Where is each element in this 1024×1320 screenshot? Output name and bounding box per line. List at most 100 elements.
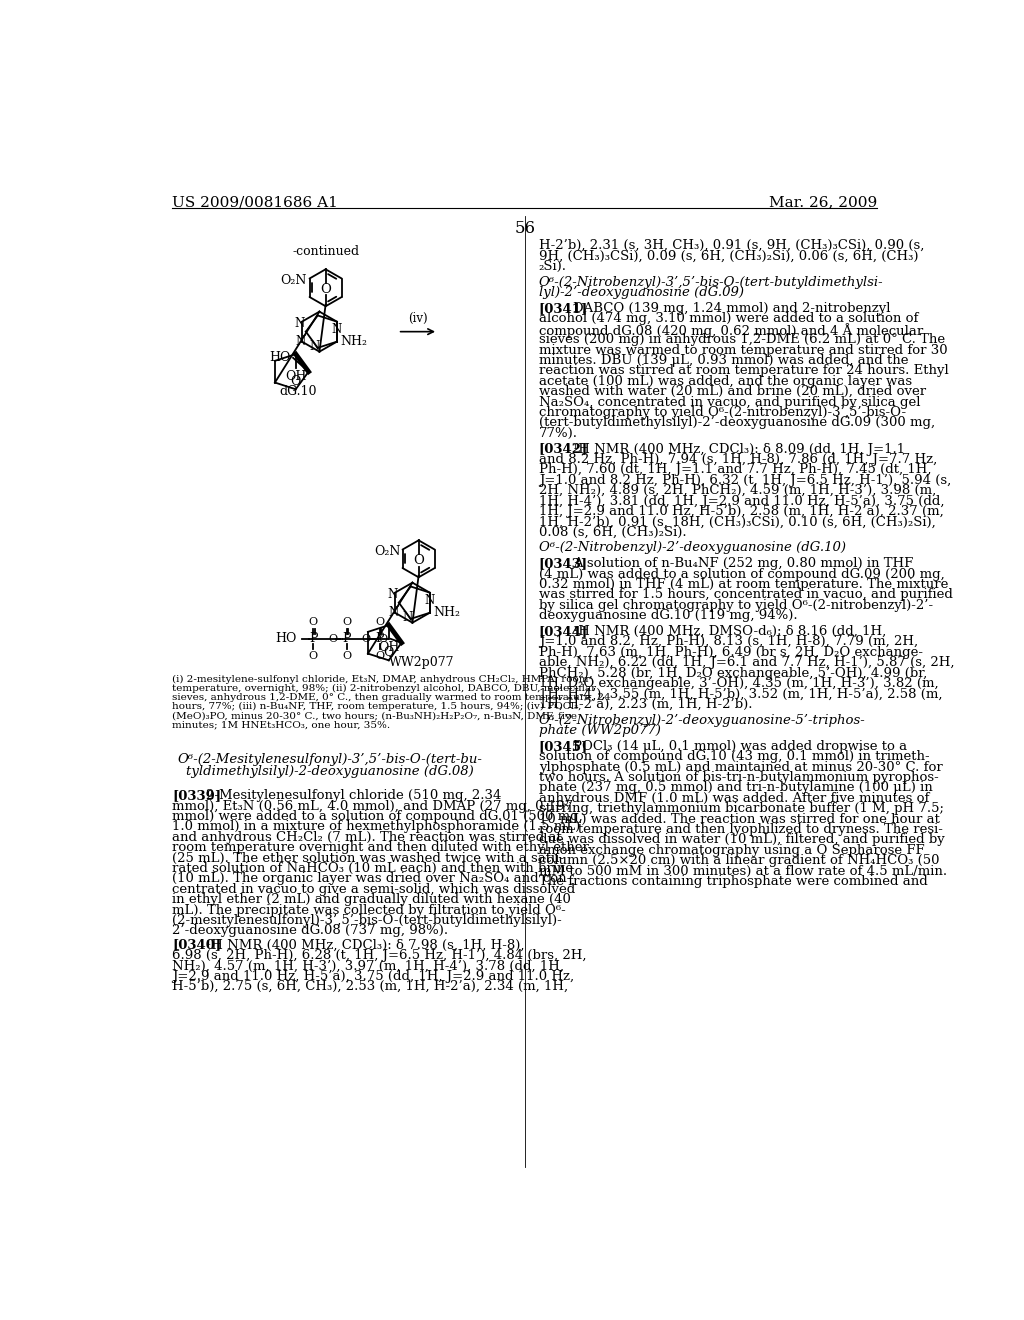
Text: OH: OH bbox=[285, 370, 306, 383]
Text: J=2.9 and 11.0 Hz, H-5’a), 3.75 (dd, 1H, J=2.9 and 11.0 Hz,: J=2.9 and 11.0 Hz, H-5’a), 3.75 (dd, 1H,… bbox=[172, 970, 574, 982]
Text: O⁶-(2-Nitrobenzyl)-3’,5’-bis-O-(tert-butyldimethylsi-: O⁶-(2-Nitrobenzyl)-3’,5’-bis-O-(tert-but… bbox=[539, 276, 884, 289]
Text: H-5’b), 2.75 (s, 6H, CH₃), 2.53 (m, 1H, H-2’a), 2.34 (m, 1H,: H-5’b), 2.75 (s, 6H, CH₃), 2.53 (m, 1H, … bbox=[172, 981, 568, 993]
Text: NH₂: NH₂ bbox=[341, 335, 368, 348]
Text: room temperature overnight and then diluted with ethyl ether: room temperature overnight and then dilu… bbox=[172, 841, 589, 854]
Text: sieves (200 mg) in anhydrous 1,2-DME (6.2 mL) at 0° C. The: sieves (200 mg) in anhydrous 1,2-DME (6.… bbox=[539, 333, 945, 346]
Text: reaction was stirred at room temperature for 24 hours. Ethyl: reaction was stirred at room temperature… bbox=[539, 364, 948, 378]
Text: 1H, D₂O exchangeable, 3’-OH), 4.35 (m, 1H, H-3’), 3.82 (m,: 1H, D₂O exchangeable, 3’-OH), 4.35 (m, 1… bbox=[539, 677, 938, 690]
Text: O: O bbox=[308, 616, 317, 627]
Text: O: O bbox=[379, 634, 388, 644]
Text: stirring, triethylammonium bicarbonate buffer (1 M, pH 7.5;: stirring, triethylammonium bicarbonate b… bbox=[539, 803, 944, 816]
Text: N: N bbox=[402, 611, 413, 624]
Text: Mar. 26, 2009: Mar. 26, 2009 bbox=[769, 195, 878, 210]
Text: tyldimethylsilyl)-2-deoxyguanosine (dG.08): tyldimethylsilyl)-2-deoxyguanosine (dG.0… bbox=[185, 766, 473, 779]
Text: due was dissolved in water (10 mL), filtered, and purified by: due was dissolved in water (10 mL), filt… bbox=[539, 833, 944, 846]
Text: hours, 77%; (iii) n-Bu₄NF, THF, room temperature, 1.5 hours, 94%; (iv) POCl₃,: hours, 77%; (iii) n-Bu₄NF, THF, room tem… bbox=[172, 702, 582, 711]
Text: WW2p077: WW2p077 bbox=[389, 656, 455, 669]
Text: (i) 2-mesitylene-sulfonyl chloride, Et₃N, DMAP, anhydrous CH₂Cl₂, HMPA, room: (i) 2-mesitylene-sulfonyl chloride, Et₃N… bbox=[172, 675, 589, 684]
Text: 1.0 mmol) in a mixture of hexmethylphosphoramide (1.5 mL): 1.0 mmol) in a mixture of hexmethylphosp… bbox=[172, 820, 581, 833]
Text: J=1.0 and 8.2, Hz, Ph-H), 8.13 (s, 1H, H-8), 7.79 (m, 2H,: J=1.0 and 8.2, Hz, Ph-H), 8.13 (s, 1H, H… bbox=[539, 635, 918, 648]
Text: Ph-H), 7.60 (dt, 1H, J=1.1 and 7.7 Hz, Ph-H), 7.45 (dt, 1H,: Ph-H), 7.60 (dt, 1H, J=1.1 and 7.7 Hz, P… bbox=[539, 463, 931, 477]
Text: 0.08 (s, 6H, (CH₃)₂Si).: 0.08 (s, 6H, (CH₃)₂Si). bbox=[539, 525, 686, 539]
Text: temperature, overnight, 98%; (ii) 2-nitrobenzyl alcohol, DABCO, DBU, molecular: temperature, overnight, 98%; (ii) 2-nitr… bbox=[172, 684, 596, 693]
Text: centrated in vacuo to give a semi-solid, which was dissolved: centrated in vacuo to give a semi-solid,… bbox=[172, 883, 575, 896]
Text: chromatography to yield O⁶-(2-nitrobenzyl)-3’,5’-bis-O-: chromatography to yield O⁶-(2-nitrobenzy… bbox=[539, 407, 906, 418]
Text: mmol) were added to a solution of compound dG.01 (500 mg,: mmol) were added to a solution of compou… bbox=[172, 810, 583, 822]
Text: anhydrous DMF (1.0 mL) was added. After five minutes of: anhydrous DMF (1.0 mL) was added. After … bbox=[539, 792, 929, 805]
Text: [0344]: [0344] bbox=[539, 626, 588, 638]
Text: 2’-deoxyguanosine dG.08 (737 mg, 98%).: 2’-deoxyguanosine dG.08 (737 mg, 98%). bbox=[172, 924, 449, 937]
Text: O: O bbox=[321, 282, 331, 296]
Text: N: N bbox=[295, 317, 305, 330]
Text: 1H, H-2’a), 2.23 (m, 1H, H-2’b).: 1H, H-2’a), 2.23 (m, 1H, H-2’b). bbox=[539, 698, 753, 710]
Text: and anhydrous CH₂Cl₂ (7 mL). The reaction was stirred at: and anhydrous CH₂Cl₂ (7 mL). The reactio… bbox=[172, 830, 562, 843]
Text: ¹H NMR (400 MHz, DMSO-d₆): δ 8.16 (dd, 1H,: ¹H NMR (400 MHz, DMSO-d₆): δ 8.16 (dd, 1… bbox=[572, 626, 886, 638]
Text: [0339]: [0339] bbox=[172, 789, 221, 803]
Text: [0343]: [0343] bbox=[539, 557, 588, 570]
Text: -continued: -continued bbox=[292, 244, 359, 257]
Text: dG.10: dG.10 bbox=[279, 385, 316, 397]
Text: compound dG.08 (420 mg, 0.62 mmol) and 4 Å molecular: compound dG.08 (420 mg, 0.62 mmol) and 4… bbox=[539, 323, 923, 338]
Text: 1H, H-4’), 3.81 (dd, 1H, J=2.9 and 11.0 Hz, H-5’a), 3.75 (dd,: 1H, H-4’), 3.81 (dd, 1H, J=2.9 and 11.0 … bbox=[539, 495, 944, 507]
Text: column (2.5×20 cm) with a linear gradient of NH₄HCO₃ (50: column (2.5×20 cm) with a linear gradien… bbox=[539, 854, 939, 867]
Text: P: P bbox=[376, 632, 384, 645]
Text: N: N bbox=[425, 594, 435, 607]
Text: in ethyl ether (2 mL) and gradually diluted with hexane (40: in ethyl ether (2 mL) and gradually dilu… bbox=[172, 894, 571, 906]
Text: 9H, (CH₃)₃CSi), 0.09 (s, 6H, (CH₃)₂Si), 0.06 (s, 6H, (CH₃): 9H, (CH₃)₃CSi), 0.09 (s, 6H, (CH₃)₂Si), … bbox=[539, 249, 919, 263]
Text: (4 mL) was added to a solution of compound dG.09 (200 mg,: (4 mL) was added to a solution of compou… bbox=[539, 568, 944, 581]
Text: minutes; 1M HNEt₃HCO₃, one hour, 35%.: minutes; 1M HNEt₃HCO₃, one hour, 35%. bbox=[172, 721, 390, 730]
Text: mL). The precipitate was collected by filtration to yield O⁶-: mL). The precipitate was collected by fi… bbox=[172, 903, 566, 916]
Text: rated solution of NaHCO₃ (10 mL each) and then with brine: rated solution of NaHCO₃ (10 mL each) an… bbox=[172, 862, 573, 875]
Text: US 2009/0081686 A1: US 2009/0081686 A1 bbox=[172, 195, 338, 210]
Text: [0340]: [0340] bbox=[172, 939, 221, 952]
Text: deoxyguanosine dG.10 (119 mg, 94%).: deoxyguanosine dG.10 (119 mg, 94%). bbox=[539, 610, 798, 622]
Text: 10 mL) was added. The reaction was stirred for one hour at: 10 mL) was added. The reaction was stirr… bbox=[539, 813, 940, 825]
Text: 56: 56 bbox=[514, 220, 536, 238]
Text: 1H, H-2’b), 0.91 (s, 18H, (CH₃)₃CSi), 0.10 (s, 6H, (CH₃)₂Si),: 1H, H-2’b), 0.91 (s, 18H, (CH₃)₃CSi), 0.… bbox=[539, 515, 936, 528]
Text: 77%).: 77%). bbox=[539, 426, 578, 440]
Text: 1H, H-4’), 3.55 (m, 1H, H-5’b), 3.52 (m, 1H, H-5’a), 2.58 (m,: 1H, H-4’), 3.55 (m, 1H, H-5’b), 3.52 (m,… bbox=[539, 688, 942, 701]
Text: 2H, NH₂), 4.89 (s, 2H, PhCH₂), 4.59 (m, 1H, H-3’), 3.98 (m,: 2H, NH₂), 4.89 (s, 2H, PhCH₂), 4.59 (m, … bbox=[539, 484, 936, 498]
Text: O⁶-(2-Mesitylenesulfonyl)-3’,5’-bis-O-(tert-bu-: O⁶-(2-Mesitylenesulfonyl)-3’,5’-bis-O-(t… bbox=[177, 752, 482, 766]
Text: [0342]: [0342] bbox=[539, 442, 588, 455]
Text: N: N bbox=[388, 606, 398, 619]
Text: O: O bbox=[414, 554, 424, 566]
Text: ¹H NMR (400 MHz, CDCl₃): δ 8.09 (dd, 1H, J=1.1: ¹H NMR (400 MHz, CDCl₃): δ 8.09 (dd, 1H,… bbox=[572, 442, 905, 455]
Text: and 8.2 Hz, Ph-H), 7.94 (s, 1H, H-8), 7.86 (d, 1H, J=7.7 Hz,: and 8.2 Hz, Ph-H), 7.94 (s, 1H, H-8), 7.… bbox=[539, 453, 937, 466]
Text: POCl₃ (14 μL, 0.1 mmol) was added dropwise to a: POCl₃ (14 μL, 0.1 mmol) was added dropwi… bbox=[572, 739, 907, 752]
Text: NH₂: NH₂ bbox=[434, 606, 461, 619]
Text: solution of compound dG.10 (43 mg, 0.1 mmol) in trimeth-: solution of compound dG.10 (43 mg, 0.1 m… bbox=[539, 750, 930, 763]
Text: N: N bbox=[295, 335, 305, 348]
Text: NH₂), 4.57 (m, 1H, H-3’), 3.97 (m, 1H, H-4’), 3.78 (dd, 1H,: NH₂), 4.57 (m, 1H, H-3’), 3.97 (m, 1H, H… bbox=[172, 960, 564, 973]
Text: P: P bbox=[309, 632, 317, 645]
Text: O₂N: O₂N bbox=[374, 545, 400, 557]
Text: J=1.0 and 8.2 Hz, Ph-H), 6.32 (t, 1H, J=6.5 Hz, H-1’), 5.94 (s,: J=1.0 and 8.2 Hz, Ph-H), 6.32 (t, 1H, J=… bbox=[539, 474, 951, 487]
Text: N: N bbox=[387, 587, 397, 601]
Text: O: O bbox=[361, 634, 371, 644]
Text: Na₂SO₄, concentrated in vacuo, and purified by silica gel: Na₂SO₄, concentrated in vacuo, and purif… bbox=[539, 396, 921, 409]
Text: OH: OH bbox=[378, 640, 399, 653]
Text: room temperature and then lyophilized to dryness. The resi-: room temperature and then lyophilized to… bbox=[539, 822, 943, 836]
Text: (25 mL). The ether solution was washed twice with a satu-: (25 mL). The ether solution was washed t… bbox=[172, 851, 564, 865]
Text: (tert-butyldimethylsilyl)-2’-deoxyguanosine dG.09 (300 mg,: (tert-butyldimethylsilyl)-2’-deoxyguanos… bbox=[539, 416, 935, 429]
Text: lyl)-2’-deoxyguanosine (dG.09): lyl)-2’-deoxyguanosine (dG.09) bbox=[539, 286, 743, 300]
Text: acetate (100 mL) was added, and the organic layer was: acetate (100 mL) was added, and the orga… bbox=[539, 375, 912, 388]
Text: O: O bbox=[342, 651, 351, 661]
Text: P: P bbox=[342, 632, 351, 645]
Text: was stirred for 1.5 hours, concentrated in vacuo, and purified: was stirred for 1.5 hours, concentrated … bbox=[539, 589, 952, 602]
Text: N: N bbox=[332, 323, 342, 337]
Text: O: O bbox=[376, 651, 384, 661]
Text: able, NH₂), 6.22 (dd, 1H, J=6.1 and 7.7 Hz, H-1’), 5.87 (s, 2H,: able, NH₂), 6.22 (dd, 1H, J=6.1 and 7.7 … bbox=[539, 656, 954, 669]
Text: minutes. DBU (139 μL, 0.93 mmol) was added, and the: minutes. DBU (139 μL, 0.93 mmol) was add… bbox=[539, 354, 908, 367]
Text: O⁶-(2-Nitrobenzyl)-2’-deoxyguanosine (dG.10): O⁶-(2-Nitrobenzyl)-2’-deoxyguanosine (dG… bbox=[539, 541, 846, 554]
Text: The fractions containing triphosphate were combined and: The fractions containing triphosphate we… bbox=[539, 875, 928, 888]
Text: mixture was warmed to room temperature and stirred for 30: mixture was warmed to room temperature a… bbox=[539, 343, 947, 356]
Text: 6.98 (s, 2H, Ph-H), 6.28 (t, 1H, J=6.5 Hz, H-1’), 4.84 (brs, 2H,: 6.98 (s, 2H, Ph-H), 6.28 (t, 1H, J=6.5 H… bbox=[172, 949, 587, 962]
Text: alcohol (474 mg, 3.10 mmol) were added to a solution of: alcohol (474 mg, 3.10 mmol) were added t… bbox=[539, 313, 919, 326]
Text: (iv): (iv) bbox=[408, 312, 428, 325]
Text: PhCH₂), 5.28 (br, 1H, D₂O exchangeable, 5’-OH), 4.99 (br,: PhCH₂), 5.28 (br, 1H, D₂O exchangeable, … bbox=[539, 667, 927, 680]
Text: O: O bbox=[376, 616, 384, 627]
Text: (MeO)₃PO, minus 20-30° C., two hours; (n-Bu₃NH)₂H₂P₂O₇, n-Bu₃N, DMF, five: (MeO)₃PO, minus 20-30° C., two hours; (n… bbox=[172, 711, 578, 721]
Text: O: O bbox=[291, 375, 301, 388]
Text: HO: HO bbox=[274, 632, 296, 645]
